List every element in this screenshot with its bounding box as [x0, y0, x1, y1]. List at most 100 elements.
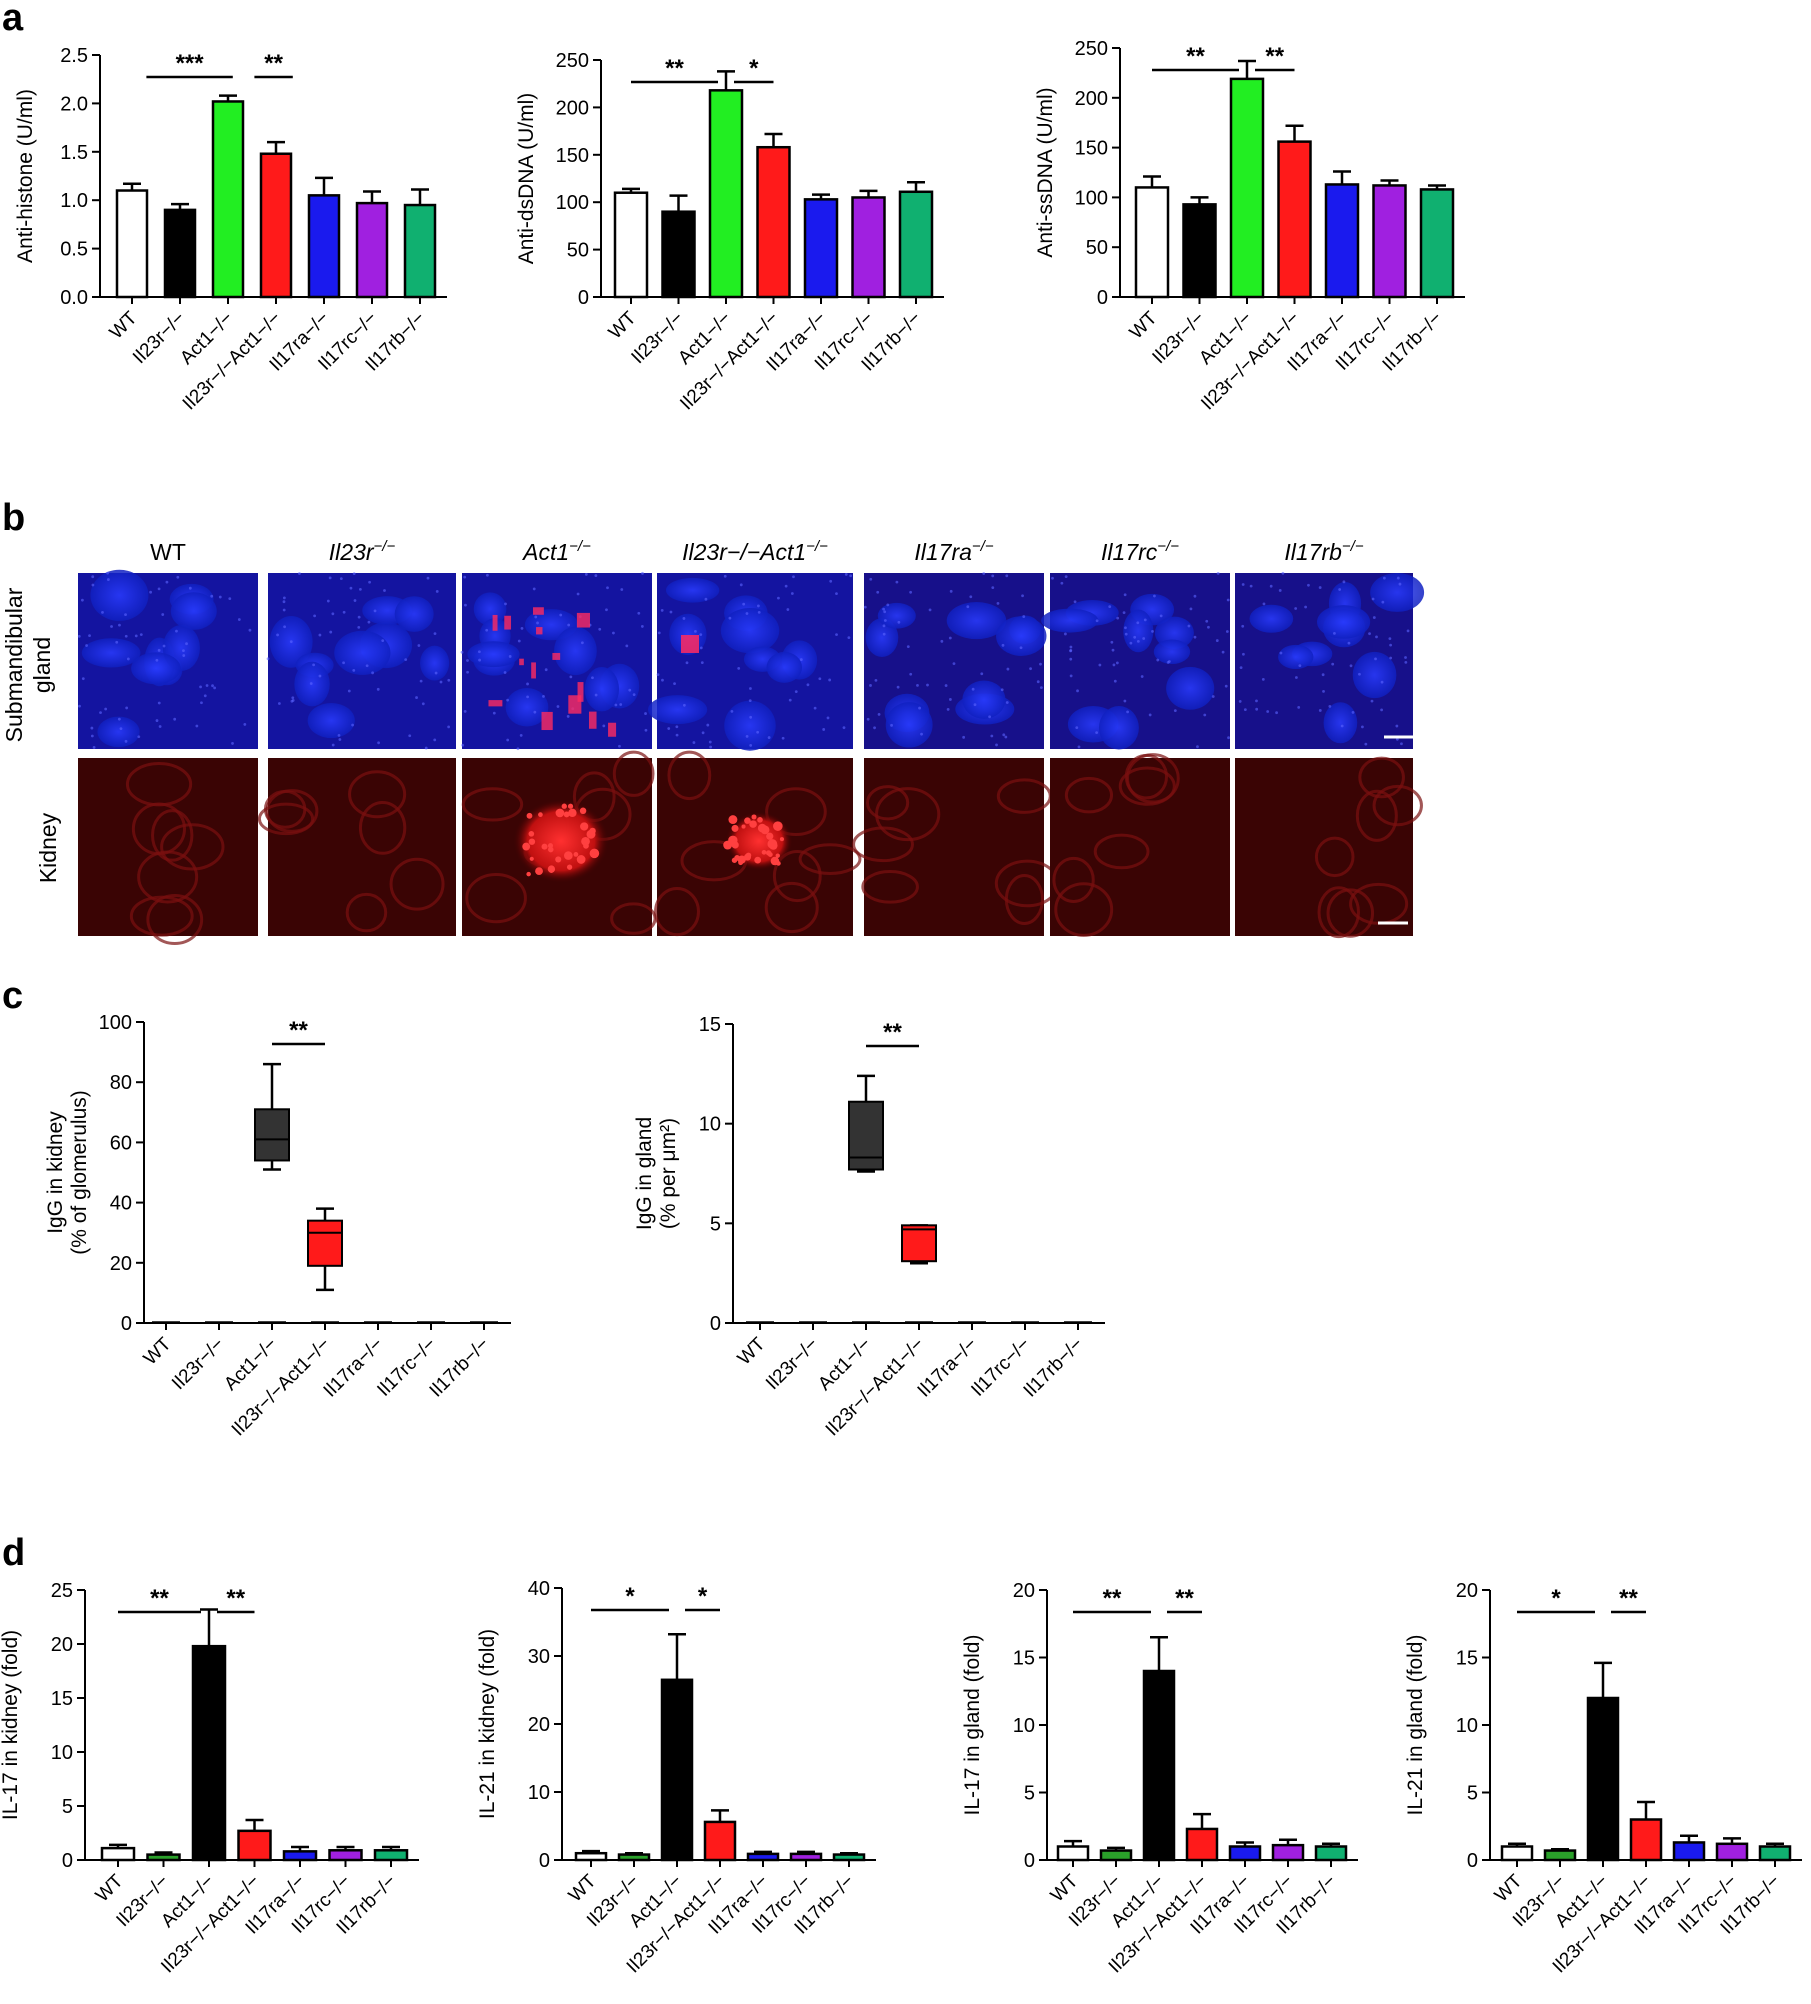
- speckle: [1396, 576, 1400, 580]
- speckle: [349, 586, 353, 590]
- speckle: [1269, 584, 1273, 588]
- bar: [574, 1851, 608, 1862]
- speckle: [1266, 710, 1270, 713]
- speckle: [542, 694, 545, 698]
- tubule: [667, 750, 712, 801]
- speckle: [1098, 663, 1102, 667]
- speckle: [866, 717, 870, 721]
- tubule: [764, 881, 819, 934]
- bar: [851, 196, 886, 299]
- speckle: [869, 684, 872, 687]
- speckle: [1307, 583, 1310, 587]
- igg-deposit: [728, 835, 738, 845]
- igg-signal: [588, 711, 597, 729]
- speckle: [231, 742, 234, 745]
- speckle: [745, 734, 749, 738]
- speckle: [519, 733, 523, 737]
- bar: [1500, 1845, 1534, 1862]
- speckle: [526, 682, 529, 686]
- bar: [1672, 1841, 1706, 1862]
- speckle: [996, 601, 1000, 605]
- speckle: [291, 696, 295, 700]
- y-tick-label: 2.0: [60, 93, 88, 115]
- speckle: [973, 703, 977, 707]
- tubule: [1326, 888, 1375, 938]
- tubule: [358, 800, 407, 855]
- speckle: [748, 699, 752, 703]
- speckle: [641, 571, 644, 575]
- bar: [211, 100, 245, 299]
- speckle: [1187, 624, 1191, 628]
- speckle: [788, 698, 792, 702]
- bar: [613, 191, 649, 299]
- speckle: [883, 619, 887, 622]
- speckle: [408, 734, 412, 738]
- x-tick-label: Il23r−/−: [762, 1334, 822, 1394]
- speckle: [1224, 684, 1228, 688]
- speckle: [918, 706, 921, 710]
- speckle: [682, 703, 686, 707]
- speckle: [544, 668, 548, 672]
- speckle: [971, 687, 975, 691]
- speckle: [298, 572, 301, 575]
- speckle: [520, 626, 524, 630]
- speckle: [188, 586, 192, 590]
- speckle: [282, 596, 286, 600]
- speckle: [1133, 635, 1137, 639]
- speckle: [1340, 724, 1344, 728]
- speckle: [504, 602, 507, 606]
- speckle: [77, 634, 81, 638]
- speckle: [426, 576, 430, 580]
- y-axis-label: Anti-dsDNA (U/ml): [515, 93, 538, 265]
- igg-deposit: [548, 867, 554, 873]
- speckle: [723, 574, 727, 578]
- speckle: [1113, 679, 1117, 683]
- speckle: [1153, 594, 1156, 598]
- speckle: [896, 685, 900, 689]
- speckle: [620, 588, 624, 591]
- igg-deposit: [568, 808, 577, 818]
- x-tick-label: WT: [92, 1870, 128, 1906]
- speckle: [799, 658, 803, 661]
- y-axis-label: IL-21 in kidney (fold): [476, 1629, 499, 1819]
- speckle: [745, 612, 749, 615]
- speckle: [508, 655, 512, 658]
- column-header: Il17ra−/−: [914, 538, 993, 565]
- tubule: [866, 785, 910, 821]
- igg-deposit: [567, 803, 574, 809]
- speckle: [433, 632, 437, 636]
- speckle: [1021, 594, 1024, 598]
- speckle: [203, 694, 207, 698]
- x-tick-label: WT: [140, 1333, 176, 1369]
- speckle: [1298, 664, 1302, 668]
- tubule: [1093, 833, 1150, 870]
- speckle: [667, 727, 671, 730]
- speckle: [1077, 745, 1081, 749]
- speckle: [1124, 626, 1127, 630]
- speckle: [566, 715, 570, 718]
- nucleus: [97, 716, 140, 748]
- speckle: [318, 674, 322, 678]
- speckle: [1294, 607, 1298, 610]
- speckle: [594, 574, 598, 577]
- speckle: [199, 685, 202, 689]
- speckle: [88, 634, 91, 637]
- bar: [1099, 1849, 1133, 1862]
- tubule: [1054, 882, 1114, 937]
- significance-label: *: [1551, 1585, 1561, 1612]
- speckle: [1115, 661, 1119, 665]
- tubule: [1004, 873, 1044, 925]
- bar: [1629, 1818, 1663, 1862]
- speckle: [536, 621, 539, 625]
- speckle: [1143, 618, 1147, 622]
- y-tick-label: 0.0: [60, 287, 88, 309]
- speckle: [749, 715, 753, 719]
- y-tick-label: 5: [1467, 1783, 1478, 1805]
- y-tick-label: 10: [528, 1782, 550, 1804]
- speckle: [1000, 688, 1004, 692]
- speckle: [337, 733, 341, 737]
- speckle: [1338, 588, 1342, 591]
- significance-label: **: [665, 55, 684, 82]
- tubule: [1126, 753, 1180, 804]
- speckle: [415, 696, 418, 699]
